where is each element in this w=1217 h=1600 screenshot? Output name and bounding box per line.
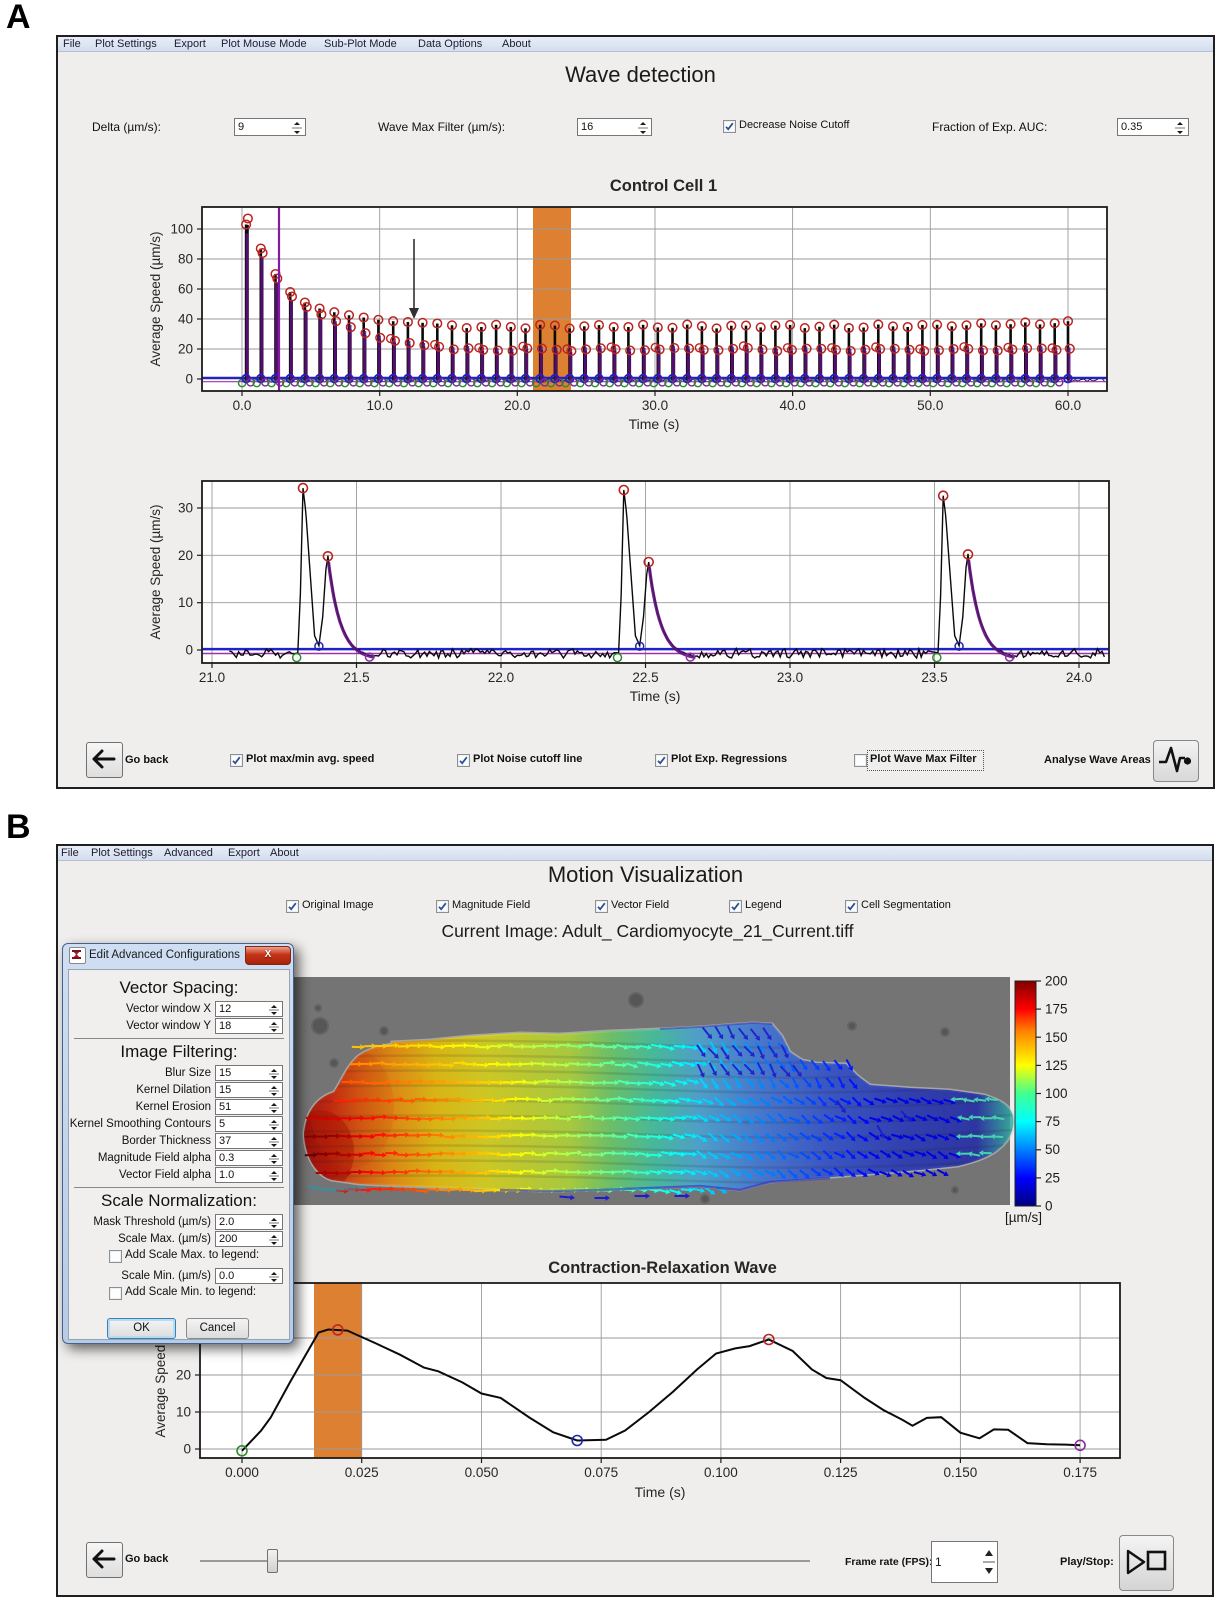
svg-text:10: 10 [176,1405,191,1420]
svg-text:75: 75 [1045,1114,1060,1129]
svg-text:100: 100 [1045,1086,1068,1101]
svg-text:23.5: 23.5 [921,670,947,685]
svg-text:20: 20 [178,342,193,357]
svg-text:[µm/s]: [µm/s] [1005,1210,1042,1225]
svg-text:0: 0 [185,372,193,387]
svg-text:0.025: 0.025 [345,1465,379,1480]
svg-text:0.150: 0.150 [944,1465,978,1480]
svg-text:Average Speed (µm/s): Average Speed (µm/s) [148,231,163,366]
svg-text:175: 175 [1045,1002,1068,1017]
svg-text:60.0: 60.0 [1055,398,1081,413]
svg-text:25: 25 [1045,1170,1060,1185]
svg-text:50.0: 50.0 [917,398,943,413]
svg-text:10: 10 [178,595,193,610]
svg-text:Time (s): Time (s) [630,688,681,704]
svg-text:200: 200 [1045,975,1068,989]
svg-text:40: 40 [178,312,193,327]
svg-text:0.000: 0.000 [225,1465,259,1480]
svg-text:0.175: 0.175 [1063,1465,1097,1480]
svg-text:100: 100 [170,222,193,237]
svg-text:22.0: 22.0 [488,670,514,685]
svg-text:Time (s): Time (s) [629,416,680,432]
svg-text:0.050: 0.050 [465,1465,499,1480]
svg-text:40.0: 40.0 [779,398,805,413]
svg-text:0: 0 [183,1442,191,1457]
svg-text:21.5: 21.5 [343,670,369,685]
svg-text:30.0: 30.0 [642,398,668,413]
svg-text:23.0: 23.0 [777,670,803,685]
svg-text:21.0: 21.0 [199,670,225,685]
svg-text:150: 150 [1045,1030,1068,1045]
svg-text:Time (s): Time (s) [635,1484,686,1500]
svg-text:0.100: 0.100 [704,1465,738,1480]
svg-text:50: 50 [1045,1142,1060,1157]
svg-text:60: 60 [178,282,193,297]
svg-text:20.0: 20.0 [504,398,530,413]
svg-text:20: 20 [176,1368,191,1383]
svg-text:Average Speed (µm/s): Average Speed (µm/s) [148,504,163,639]
svg-text:20: 20 [178,548,193,563]
svg-text:0.0: 0.0 [233,398,252,413]
svg-text:30: 30 [178,501,193,516]
svg-text:80: 80 [178,252,193,267]
svg-text:10.0: 10.0 [367,398,393,413]
svg-text:0.075: 0.075 [584,1465,618,1480]
svg-text:0.125: 0.125 [824,1465,858,1480]
svg-text:0: 0 [1045,1199,1053,1214]
svg-text:125: 125 [1045,1058,1068,1073]
svg-text:22.5: 22.5 [632,670,658,685]
svg-text:0: 0 [185,643,193,658]
svg-text:24.0: 24.0 [1066,670,1092,685]
